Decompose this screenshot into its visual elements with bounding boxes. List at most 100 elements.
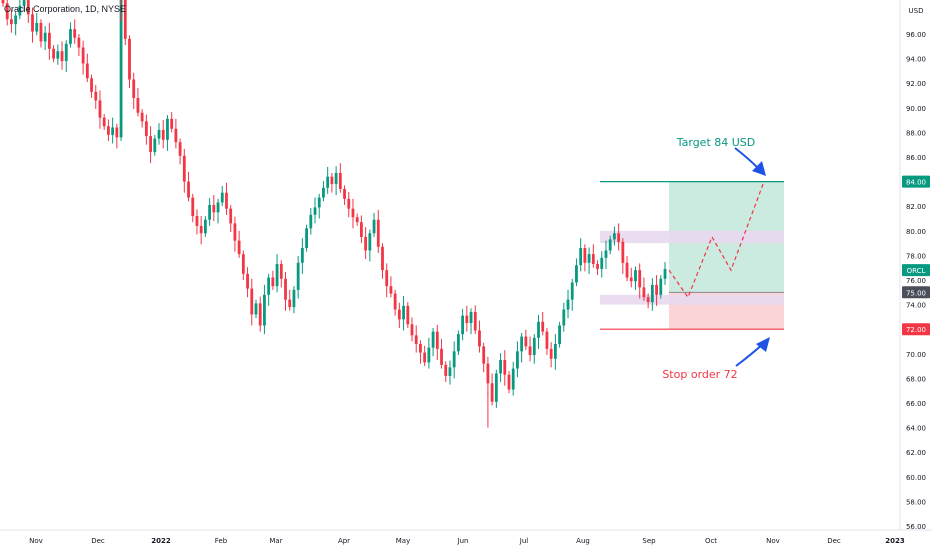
candle-body [233,223,237,241]
candle-body [153,138,157,153]
candle-body [503,359,507,375]
candle-body [355,217,359,223]
candle-body [292,289,296,308]
candle-body [191,197,195,217]
stop-arrow-head [756,337,770,352]
candle-body [587,254,591,263]
candle-body [613,233,616,240]
candle-body [10,19,13,25]
candle-body [347,198,351,209]
price-zone [600,230,784,244]
candle-body [444,364,448,376]
y-tick-label: 96.00 [906,31,926,39]
candle-body [263,294,266,326]
candle-body [516,351,519,369]
candle-body [279,264,283,279]
candle-body [456,334,460,352]
candle-body [646,297,650,303]
candle-body [423,352,427,363]
x-tick-label: 2023 [885,537,905,545]
candle-body [431,331,435,348]
y-tick-label: 78.00 [906,252,926,260]
candle-body [212,204,216,213]
candle-body [524,336,528,347]
candle-body [591,254,595,265]
target-arrow-head [752,161,766,176]
candle-body [102,117,106,127]
candle-body [419,343,422,353]
y-tick-label: 64.00 [906,425,926,433]
candle-body [241,254,245,274]
candle-body [511,368,515,390]
candle-body [39,22,43,42]
candle-body [250,288,254,315]
candle-body [494,373,498,402]
candle-body [507,374,511,390]
currency-label: USD [909,7,924,15]
candle-body [85,63,89,79]
candle-body [195,216,199,226]
candle-body [107,126,110,135]
y-tick-label: 56.00 [906,523,926,531]
candle-body [583,248,587,263]
candle-body [461,315,465,335]
candle-body [629,277,633,282]
candle-body [1,0,5,4]
y-tick-label: 94.00 [906,56,926,64]
candle-body [90,78,93,92]
candle-body [427,347,431,363]
candle-body [300,248,304,263]
x-tick-label: Apr [338,537,350,545]
candle-body [545,331,549,349]
x-tick-label: Nov [766,537,780,545]
candle-body [313,207,317,215]
candle-body [111,127,115,135]
candle-body [389,286,393,294]
candle-body [372,219,376,234]
candle-body [326,176,330,188]
candle-body [275,264,279,287]
candle-body [64,43,68,62]
candle-body [149,136,152,153]
target-annotation: Target 84 USD [676,136,756,149]
candle-body [14,15,18,25]
price-tag-label: 84.00 [906,179,926,187]
candle-body [199,225,203,234]
projection-path [668,181,765,299]
price-tag-label: 75.00 [906,289,926,297]
y-tick-label: 82.00 [906,203,926,211]
y-tick-label: 76.00 [906,277,926,285]
candle-body [119,0,123,138]
candle-body [35,22,39,32]
candle-body [486,363,490,384]
candle-body [469,311,473,324]
candle-body [549,348,553,359]
candle-body [360,222,363,237]
candle-body [317,197,321,208]
candle-body [22,0,26,6]
x-tick-label: Jun [457,537,469,545]
candle-body [465,315,469,324]
candle-body [229,208,233,224]
candle-body [448,367,452,376]
candle-body [216,202,220,213]
candle-body [528,346,532,356]
candle-body [452,351,456,368]
candle-body [140,112,144,122]
price-tag-label: 72.00 [906,326,926,334]
candle-body [537,321,540,338]
candle-body [364,236,368,251]
candle-body [478,330,481,347]
candle-body [31,14,34,32]
x-tick-label: Nov [29,537,43,545]
candle-body [575,265,578,283]
candle-body [284,278,287,300]
candle-body [187,181,190,198]
candles [1,0,667,408]
x-tick-label: Dec [91,537,105,545]
candle-body [642,287,646,298]
candle-body [258,303,262,326]
candle-body [170,118,174,129]
